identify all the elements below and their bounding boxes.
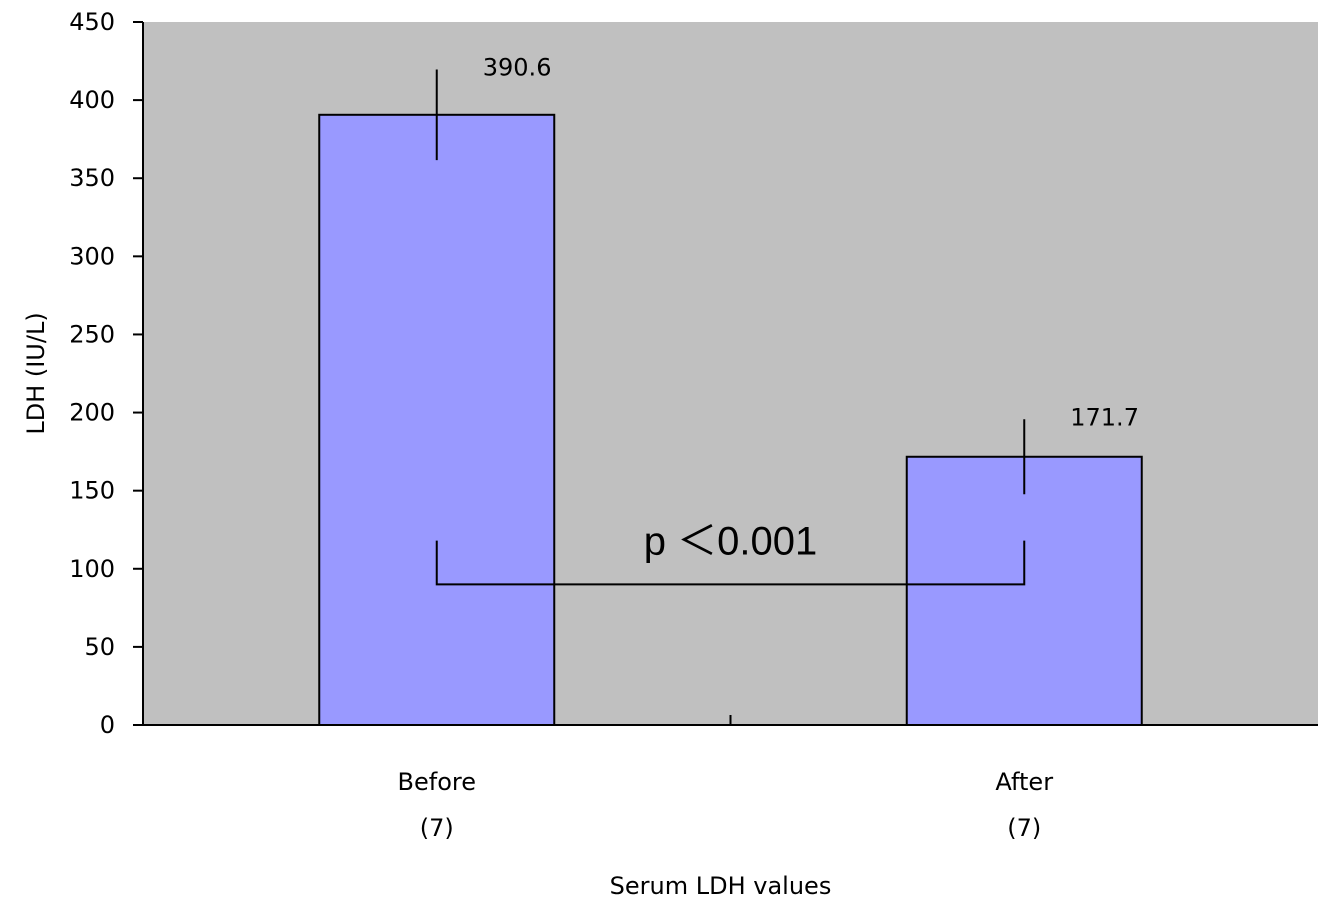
bar: [318, 113, 556, 726]
y-tick-label: 0: [100, 711, 115, 739]
data-label: 171.7: [1070, 403, 1139, 431]
x-axis: Before (7) After (7): [143, 715, 1318, 842]
y-tick-label: 250: [69, 320, 115, 348]
bars: 390.6 171.7: [318, 53, 1143, 726]
y-tick-label: 450: [69, 8, 115, 36]
significance-annotation: p ＜0.001: [435, 520, 1026, 586]
x-category-label: Before: [398, 768, 476, 796]
y-tick-label: 400: [69, 86, 115, 114]
y-tick-label: 350: [69, 164, 115, 192]
x-category-count: (7): [1007, 814, 1041, 842]
y-tick-label: 300: [69, 242, 115, 270]
p-value-label: p ＜0.001: [644, 520, 817, 564]
x-category-label: After: [995, 768, 1053, 796]
y-tick-label: 150: [69, 477, 115, 505]
data-label: 390.6: [483, 53, 552, 81]
x-axis-title: Serum LDH values: [610, 872, 832, 900]
y-axis-title: LDH (IU/L): [22, 312, 50, 434]
bar: [905, 455, 1143, 726]
y-tick-label: 100: [69, 555, 115, 583]
y-tick-label: 50: [84, 633, 115, 661]
y-tick-label: 200: [69, 399, 115, 427]
y-axis: 0 50 100 150 200 250 300 350 400 450: [69, 8, 144, 739]
significance-bracket: [435, 540, 1026, 586]
x-category-count: (7): [420, 814, 454, 842]
